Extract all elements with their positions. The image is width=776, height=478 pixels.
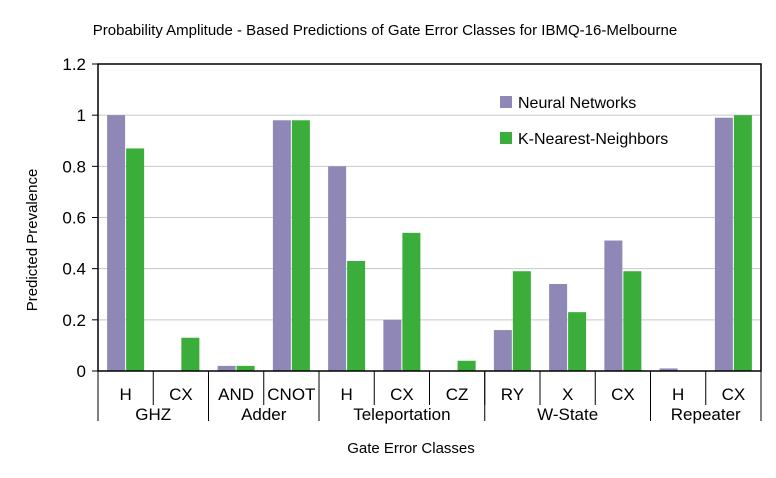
y-tick-label: 1.2 — [62, 55, 86, 74]
x-category-label: RY — [501, 385, 524, 404]
bar-k-nearest-neighbors-4 — [291, 120, 310, 372]
x-category-label: CX — [390, 385, 414, 404]
legend-label: Neural Networks — [518, 95, 636, 112]
y-tick-label: 0.6 — [62, 209, 86, 228]
x-group-label: Adder — [241, 405, 287, 424]
x-category-label: H — [119, 385, 131, 404]
y-axis-label: Predicted Prevalence — [24, 169, 41, 312]
bar-k-nearest-neighbors-1 — [126, 148, 145, 371]
y-tick-label: 0 — [77, 362, 86, 381]
y-tick-label: 0.8 — [62, 157, 86, 176]
bar-k-nearest-neighbors-10 — [623, 271, 642, 371]
legend-label: K-Nearest-Neighbors — [518, 131, 668, 148]
bar-neural-networks-3 — [217, 365, 236, 371]
x-category-label: CX — [611, 385, 635, 404]
x-category-label: CNOT — [267, 385, 315, 404]
x-category-label: X — [562, 385, 573, 404]
bar-neural-networks-9 — [549, 284, 568, 371]
chart-title: Probability Amplitude - Based Prediction… — [93, 22, 677, 39]
bar-neural-networks-11 — [659, 368, 678, 371]
y-tick-label: 0.2 — [62, 311, 86, 330]
bar-k-nearest-neighbors-9 — [568, 312, 587, 371]
bar-neural-networks-6 — [383, 319, 402, 371]
bar-k-nearest-neighbors-7 — [457, 360, 476, 371]
gridlines — [98, 63, 761, 321]
x-category-label: CZ — [446, 385, 469, 404]
legend-swatch — [500, 96, 512, 108]
bar-neural-networks-8 — [493, 330, 512, 371]
bar-neural-networks-4 — [272, 120, 291, 372]
bar-k-nearest-neighbors-3 — [236, 365, 255, 371]
bars — [107, 115, 752, 372]
x-group-label: Repeater — [671, 405, 741, 424]
y-ticks: 0 0.2 0.4 0.6 0.8 1 1.2 — [62, 55, 98, 381]
legend-swatch — [500, 132, 512, 144]
bar-neural-networks-10 — [604, 240, 623, 371]
x-group-label: GHZ — [135, 405, 171, 424]
bar-neural-networks-12 — [714, 117, 733, 371]
bar-k-nearest-neighbors-2 — [181, 337, 200, 371]
x-category-label: AND — [218, 385, 254, 404]
bar-k-nearest-neighbors-6 — [402, 232, 421, 371]
x-category-label: H — [672, 385, 684, 404]
bar-k-nearest-neighbors-5 — [347, 260, 366, 371]
y-tick-label: 1 — [77, 106, 86, 125]
y-tick-label: 0.4 — [62, 260, 86, 279]
bar-neural-networks-5 — [328, 166, 347, 371]
legend: Neural Networks K-Nearest-Neighbors — [500, 95, 668, 148]
x-category-label: CX — [169, 385, 193, 404]
x-category-label: H — [340, 385, 352, 404]
bar-k-nearest-neighbors-8 — [512, 271, 531, 371]
x-group-label: W-State — [537, 405, 598, 424]
x-group-label: Teleportation — [353, 405, 450, 424]
x-axis-label: Gate Error Classes — [347, 440, 475, 457]
bar-neural-networks-1 — [107, 115, 126, 372]
bar-k-nearest-neighbors-12 — [733, 115, 752, 372]
x-category-label: CX — [722, 385, 746, 404]
